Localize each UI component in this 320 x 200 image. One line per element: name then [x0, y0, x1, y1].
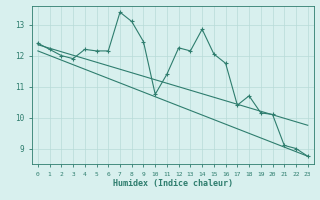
X-axis label: Humidex (Indice chaleur): Humidex (Indice chaleur)	[113, 179, 233, 188]
